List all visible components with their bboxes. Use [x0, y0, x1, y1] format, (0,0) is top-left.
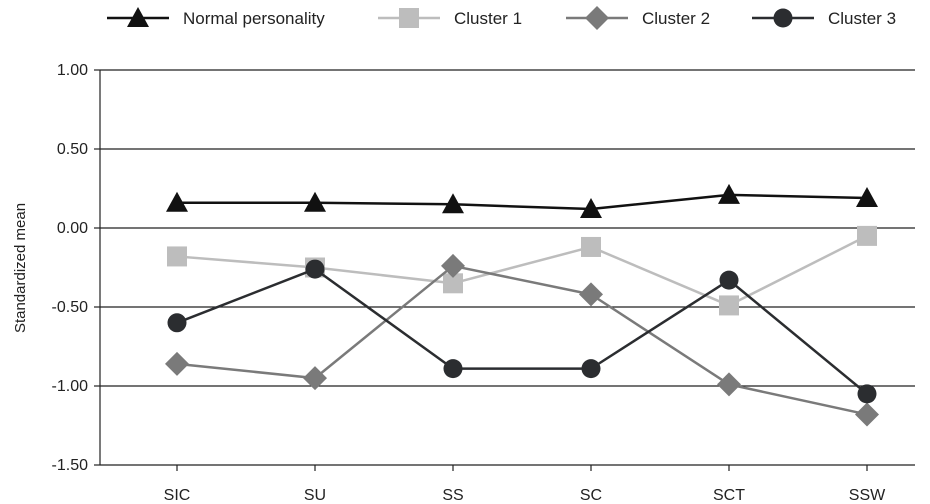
legend-label: Cluster 1 [454, 9, 522, 28]
y-tick-label: 0.00 [57, 220, 88, 237]
data-point [581, 237, 601, 257]
y-tick-label: 1.00 [57, 62, 88, 79]
x-tick-label: SS [442, 487, 463, 504]
series-cluster-1 [167, 226, 877, 316]
x-tick-label: SC [580, 487, 602, 504]
data-point [165, 352, 189, 376]
legend-item: Cluster 3 [752, 9, 896, 29]
chart-legend: Normal personality Cluster 1 Cluster 2 Clus… [107, 6, 896, 30]
y-tick-label: 0.50 [57, 141, 88, 158]
legend-marker [585, 6, 609, 30]
legend-item: Normal personality [107, 7, 325, 28]
legend-label: Normal personality [183, 9, 325, 28]
y-tick-label: -1.50 [52, 457, 89, 474]
data-point [719, 295, 739, 315]
x-tick-label: SCT [713, 487, 745, 504]
data-point [858, 384, 877, 403]
legend-item: Cluster 1 [378, 8, 522, 28]
y-axis-title: Standardized mean [12, 203, 29, 333]
x-tick-label: SU [304, 487, 326, 504]
x-tick-label: SSW [849, 487, 886, 504]
data-point [582, 359, 601, 378]
data-point [167, 246, 187, 266]
data-point [579, 282, 603, 306]
legend-item: Cluster 2 [566, 6, 710, 30]
legend-marker [774, 9, 793, 28]
legend-label: Cluster 3 [828, 9, 896, 28]
legend-label: Cluster 2 [642, 9, 710, 28]
y-tick-label: -0.50 [52, 299, 89, 316]
series-cluster-2 [165, 254, 879, 427]
series-normal-personality [166, 184, 878, 218]
data-point [306, 260, 325, 279]
y-tick-label: -1.00 [52, 378, 89, 395]
data-point [717, 372, 741, 396]
series-line [177, 236, 867, 306]
data-point [168, 313, 187, 332]
data-point [855, 402, 879, 426]
data-point [444, 359, 463, 378]
legend-marker [399, 8, 419, 28]
axes: 1.00 0.50 0.00 -0.50 -1.00 -1.50 SIC SU SS SC SCT S… [52, 62, 887, 504]
series-line [177, 195, 867, 209]
series-layer [165, 184, 879, 427]
x-tick-label: SIC [164, 487, 191, 504]
data-point [857, 226, 877, 246]
gridlines [100, 70, 915, 465]
data-point [720, 271, 739, 290]
